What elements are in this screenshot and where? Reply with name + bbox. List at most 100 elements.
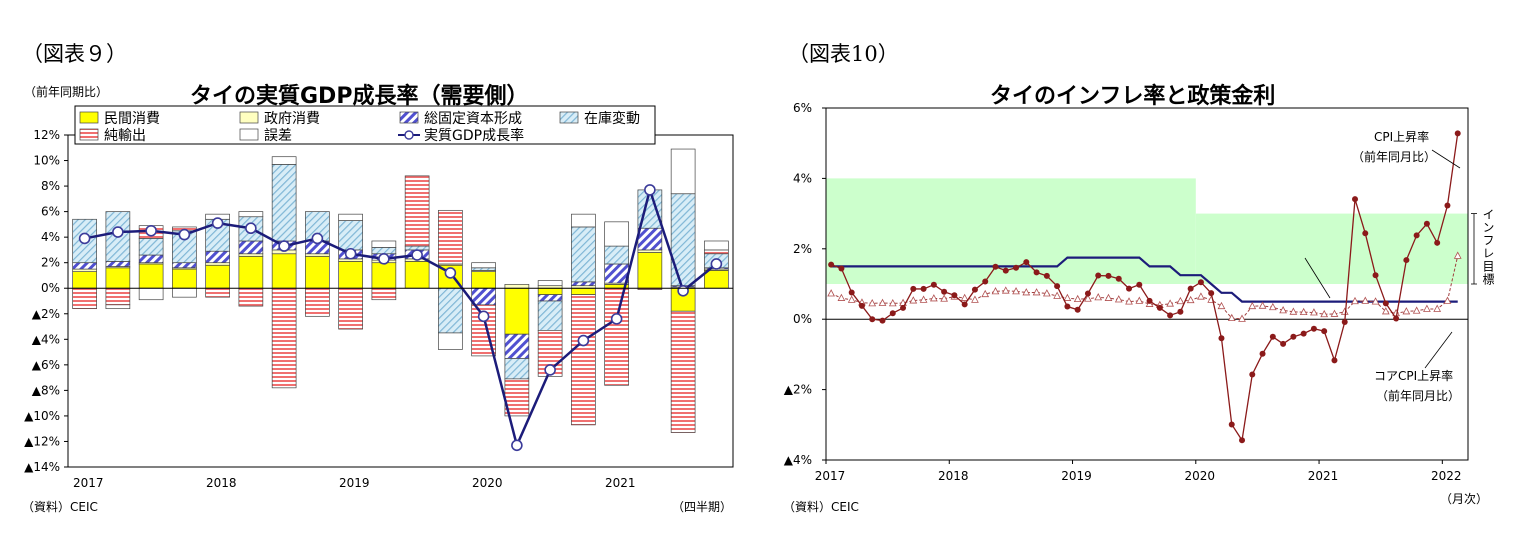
y-tick-label: 6%: [793, 101, 812, 115]
gdp-growth-point: [278, 240, 290, 252]
bar-民間消費: [205, 264, 230, 289]
cpi-point: [1300, 330, 1307, 337]
bar-在庫変動: [670, 193, 696, 287]
bar-純輸出: [72, 287, 97, 310]
gdp-growth-point: [544, 364, 556, 376]
legend-label: 総固定資本形成: [424, 111, 522, 127]
core-cpi-point: [1084, 294, 1092, 302]
bar-在庫変動: [604, 245, 629, 265]
core-cpi-point: [1412, 306, 1421, 314]
core-cpi-point: [919, 295, 928, 303]
right-chart-title: タイのインフレ率と政策金利: [990, 84, 1276, 109]
bar-民間消費: [238, 255, 264, 289]
core-cpi-point: [1114, 295, 1123, 303]
policy-leader-line: [1304, 257, 1331, 299]
cpi-leader-line: [1431, 149, 1461, 169]
gdp-growth-point: [378, 253, 390, 265]
bar-在庫変動: [571, 226, 596, 283]
gdp-growth-point: [112, 226, 124, 238]
cpi-point: [1393, 315, 1400, 322]
core-cpi-point: [878, 298, 887, 306]
core-cpi-point: [1227, 313, 1236, 322]
cpi-point: [1382, 300, 1389, 307]
gdp-growth-point: [444, 267, 457, 279]
cpi-point: [1321, 328, 1328, 335]
cpi-point: [848, 289, 855, 296]
gdp-growth-point: [710, 258, 723, 270]
gdp-growth-point: [78, 232, 91, 245]
bar-総固定資本形成: [604, 263, 629, 284]
y-tick-label: 4%: [41, 230, 60, 244]
bar-誤差: [438, 332, 463, 350]
cpi-point: [1187, 285, 1194, 292]
cpi-point: [1013, 264, 1020, 271]
core-cpi-point: [1351, 296, 1359, 305]
core-cpi-point: [1104, 293, 1113, 301]
bar-誤差: [271, 156, 297, 165]
cpi-point: [1136, 281, 1143, 288]
cpi-point: [1105, 272, 1112, 279]
core-cpi-point: [1402, 307, 1411, 315]
bar-在庫変動: [537, 300, 563, 331]
core-cpi-point: [1001, 286, 1010, 294]
cpi-point: [1372, 272, 1379, 279]
core-cpi-point: [940, 294, 948, 302]
gdp-growth-point: [145, 224, 157, 237]
bar-純輸出: [704, 249, 729, 255]
bar-民間消費: [404, 261, 430, 289]
core-cpi-point: [960, 293, 969, 301]
cpi-point: [930, 281, 937, 288]
bar-純輸出: [105, 287, 131, 306]
cpi-point: [1331, 357, 1338, 364]
cpi-point: [1074, 306, 1081, 313]
cpi-point: [1228, 421, 1235, 428]
core-cpi-point: [1299, 307, 1308, 316]
x-year-label: 2020: [1185, 469, 1216, 483]
bar-純輸出: [371, 287, 397, 301]
bar-政府消費: [238, 253, 264, 257]
gdp-growth-point: [344, 247, 357, 260]
cpi-point: [1054, 283, 1061, 290]
bar-在庫変動: [504, 358, 530, 380]
bar-民間消費: [105, 267, 131, 289]
core-cpi-point: [1094, 293, 1103, 301]
cpi-point: [1249, 371, 1256, 378]
cpi-point: [1352, 196, 1359, 203]
cpi-point: [1115, 275, 1122, 282]
core-cpi-point: [1042, 289, 1051, 297]
y-tick-label: 0%: [793, 312, 812, 326]
core-cpi-point: [1207, 295, 1216, 303]
annotation-inflation-target: インフレ目標: [1481, 208, 1495, 286]
core-cpi-point: [1032, 288, 1041, 296]
cpi-point: [889, 310, 896, 317]
y-tick-label: ▲14%: [24, 460, 60, 474]
x-year-label: 2018: [206, 476, 237, 490]
y-tick-label: ▲2%: [784, 383, 812, 397]
bar-総固定資本形成: [637, 227, 663, 251]
bar-誤差: [670, 148, 696, 195]
cpi-point: [1434, 239, 1441, 246]
cpi-point: [1259, 350, 1266, 357]
cpi-point: [951, 292, 958, 299]
bar-総固定資本形成: [138, 254, 164, 264]
bar-在庫変動: [371, 247, 397, 255]
core-cpi-point: [1423, 304, 1431, 312]
core-cpi-point: [1145, 299, 1154, 307]
cpi-point: [1290, 333, 1297, 340]
core-cpi-point: [1433, 304, 1442, 312]
bar-純輸出: [205, 287, 230, 298]
bar-在庫変動: [138, 238, 164, 256]
bar-純輸出: [271, 287, 297, 389]
gdp-growth-point: [644, 184, 656, 196]
left-panel-label: （図表９）: [22, 42, 127, 66]
cpi-point: [1095, 272, 1102, 279]
cpi-point: [1341, 319, 1348, 326]
legend-swatch: [239, 111, 259, 124]
cpi-point: [1310, 325, 1317, 332]
core-cpi-point: [1381, 307, 1390, 315]
bar-総固定資本形成: [504, 333, 530, 359]
plot-frame: [67, 134, 734, 468]
bar-民間消費: [471, 271, 496, 289]
cpi-point: [971, 286, 978, 293]
cpi-point: [1218, 335, 1225, 342]
